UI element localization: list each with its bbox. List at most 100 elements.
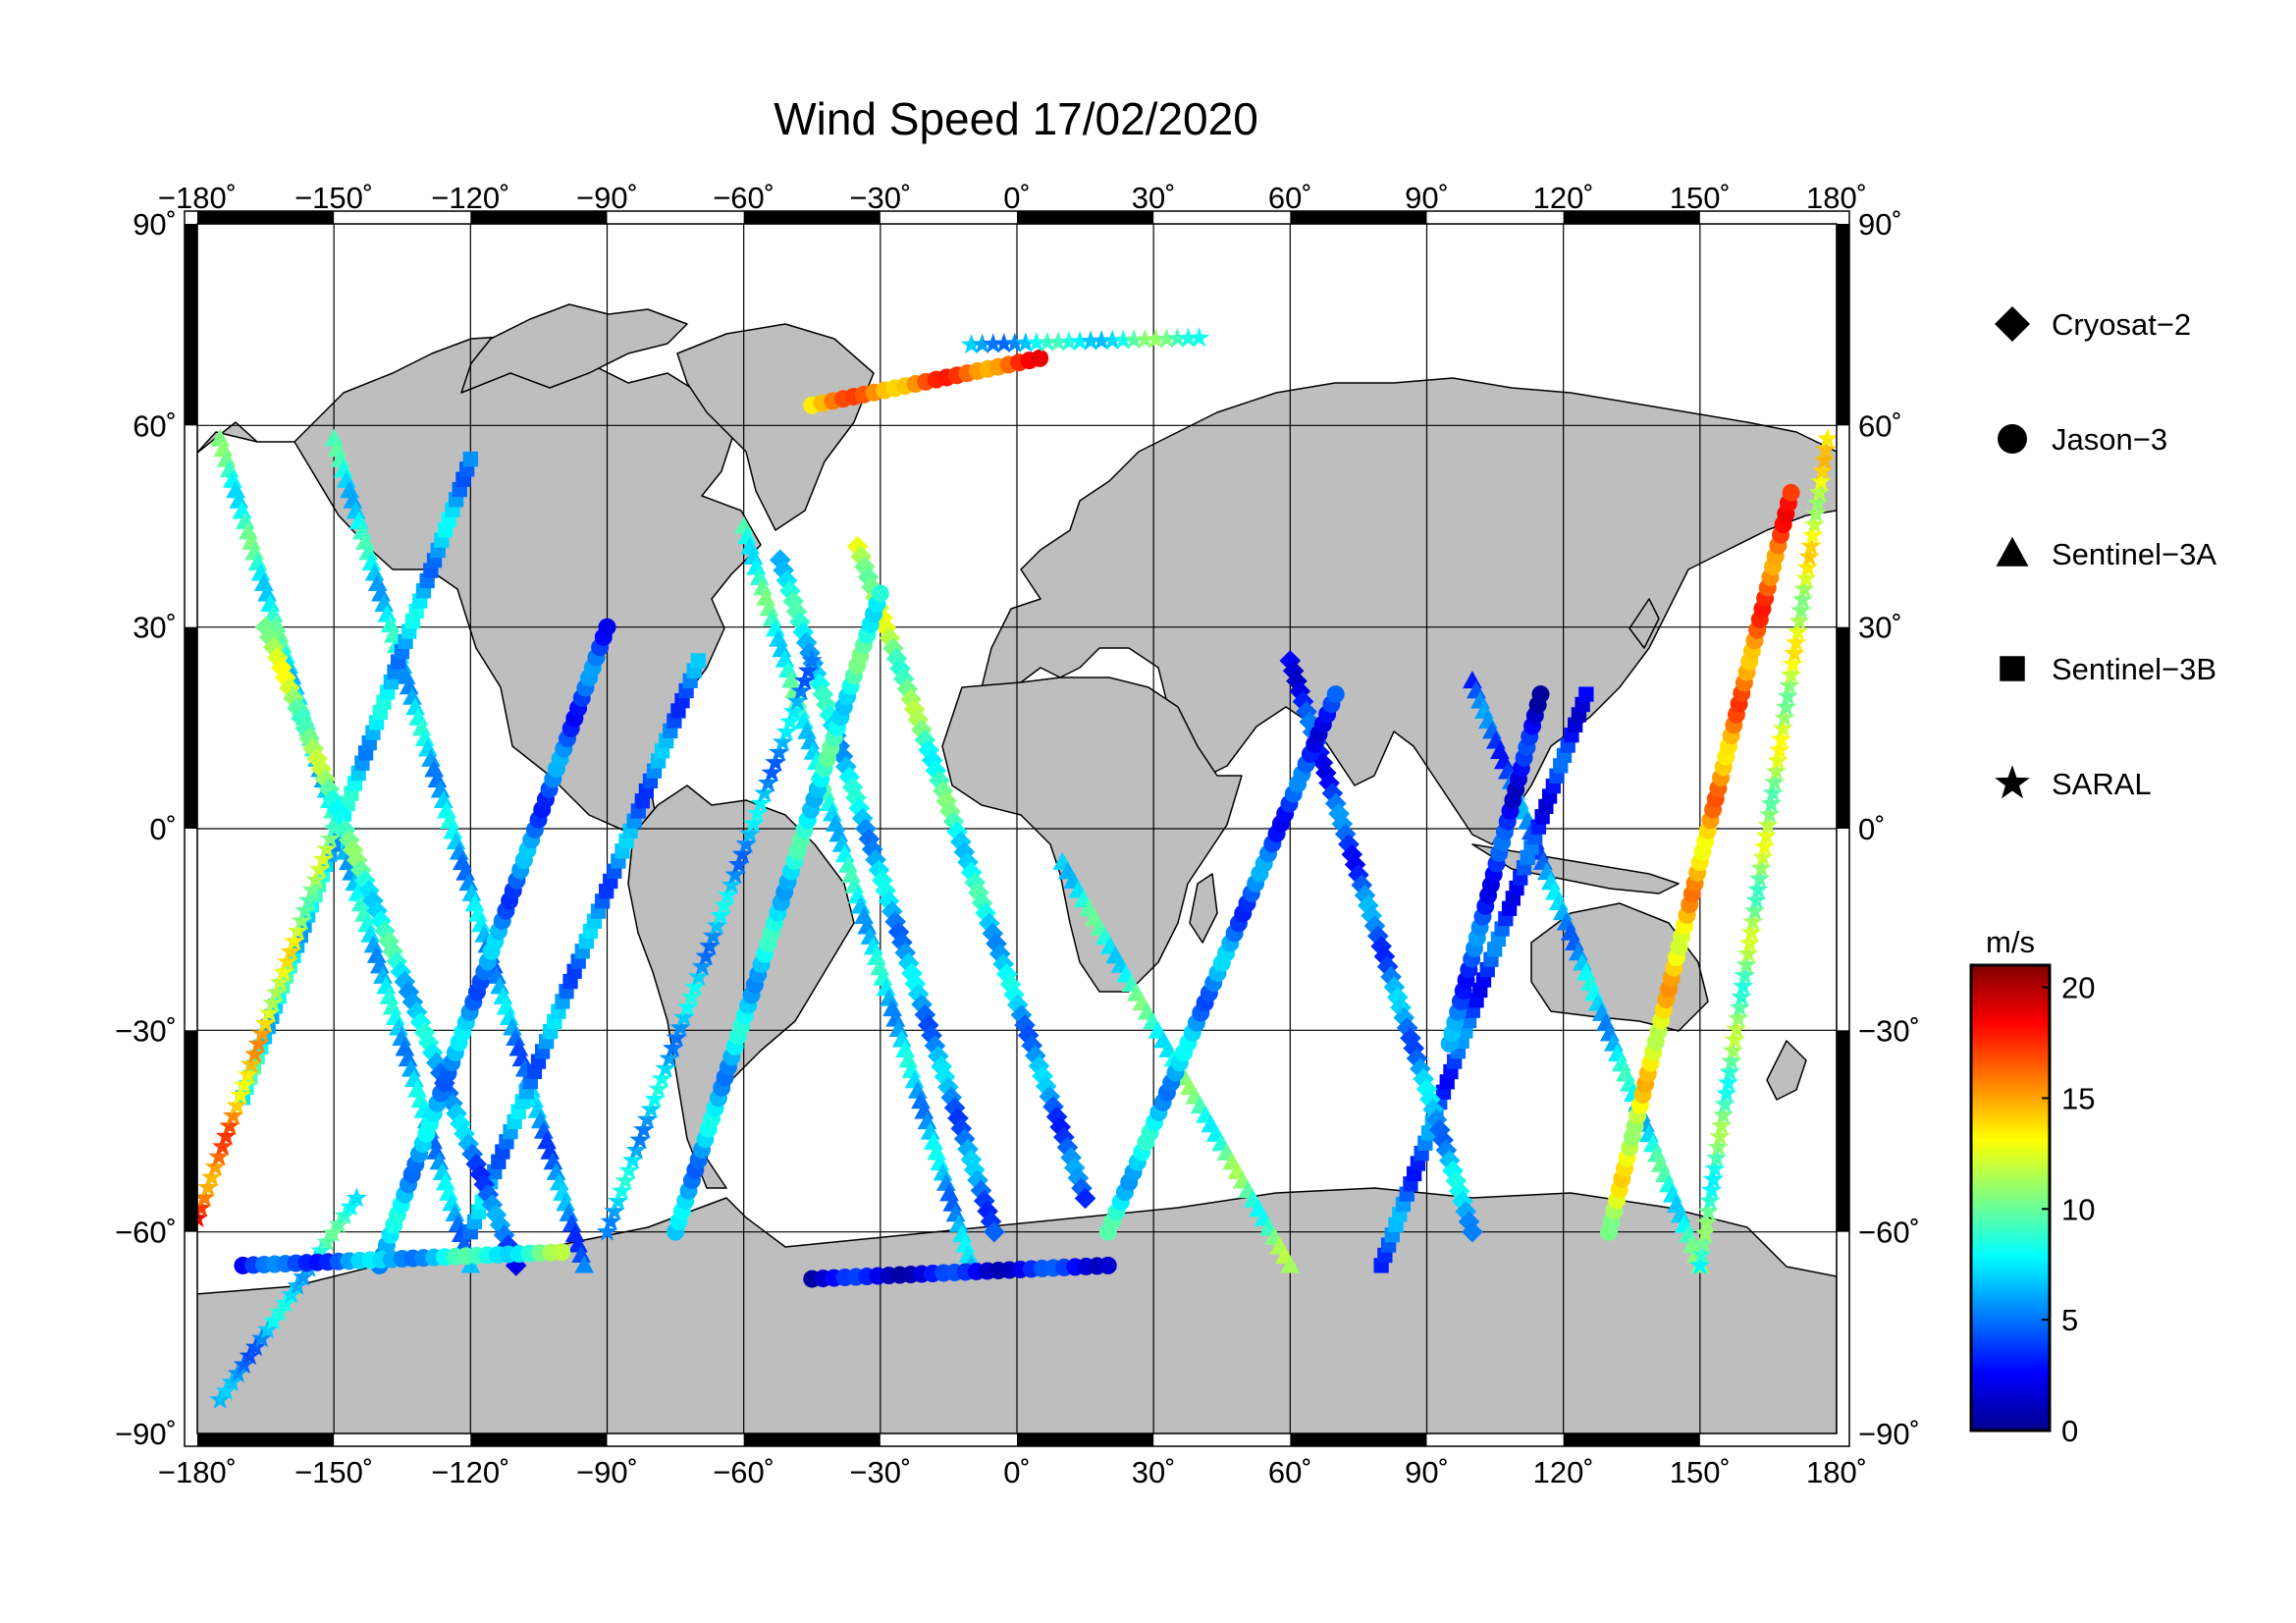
track-marker-star <box>1742 910 1764 932</box>
track-marker-triangle <box>257 583 277 602</box>
track-marker-diamond <box>258 626 281 648</box>
track-marker-diamond <box>1363 915 1386 937</box>
track-marker-star <box>297 889 320 910</box>
track-marker-diamond <box>968 882 989 904</box>
track-marker-triangle <box>253 572 274 591</box>
track-marker-diamond <box>855 818 877 839</box>
track-marker-triangle <box>774 649 795 668</box>
track-marker-star <box>633 1118 655 1139</box>
colorbar: m/s 20 15 10 5 0 <box>1969 925 2095 1448</box>
track-marker-diamond <box>1292 690 1314 713</box>
track-marker-diamond <box>914 729 936 751</box>
track-marker-triangle <box>797 721 817 739</box>
frame-segment-bottom <box>470 1434 608 1446</box>
track-marker-star <box>301 879 323 899</box>
track-marker-triangle <box>898 1050 919 1068</box>
track-marker-triangle <box>467 903 488 922</box>
track-marker-diamond <box>425 1052 448 1074</box>
legend-label: Jason−3 <box>2052 422 2167 457</box>
track-marker-triangle <box>537 1131 557 1150</box>
frame-segment-bottom <box>1017 1434 1154 1446</box>
track-marker-triangle <box>769 628 789 647</box>
track-marker-triangle <box>556 1193 576 1212</box>
track-marker-star <box>1786 631 1807 652</box>
track-marker-triangle <box>439 1182 458 1201</box>
track-marker-star <box>1793 577 1815 599</box>
track-marker-triangle <box>948 1214 969 1232</box>
track-marker-star <box>323 817 345 839</box>
track-marker-diamond <box>342 839 364 861</box>
track-marker-star <box>208 1146 230 1166</box>
track-marker-star <box>1706 1147 1728 1167</box>
track-marker-triangle <box>844 875 865 893</box>
track-marker-star <box>219 1114 240 1136</box>
track-marker-triangle <box>229 490 249 509</box>
track-marker-circle <box>1326 685 1345 704</box>
track-marker-triangle <box>904 1070 925 1089</box>
map-frame <box>184 210 1850 1447</box>
lon-tick-label-top: −180˚ <box>158 181 237 215</box>
track-marker-star <box>1775 696 1797 717</box>
track-marker-star <box>735 833 757 853</box>
track-marker-triangle <box>358 542 379 561</box>
track-marker-star <box>625 1139 647 1160</box>
track-marker-star <box>1123 329 1145 350</box>
track-marker-circle <box>1782 483 1800 502</box>
track-marker-star <box>1759 803 1781 824</box>
track-marker-star <box>1757 814 1779 835</box>
track-marker-triangle <box>424 759 445 778</box>
track-marker-diamond <box>792 622 815 643</box>
track-marker-star <box>1101 329 1123 351</box>
track-marker-star <box>1694 1221 1716 1243</box>
lon-tick-label-top: 60˚ <box>1268 181 1312 215</box>
track-marker-star <box>669 1016 691 1037</box>
track-marker-circle <box>1531 685 1550 704</box>
track-marker-diamond <box>1462 1220 1483 1243</box>
track-marker-diamond <box>1318 772 1340 794</box>
track-marker-triangle <box>421 748 441 767</box>
track-marker-star <box>1707 1136 1730 1157</box>
track-marker-star <box>779 711 801 731</box>
track-marker-star <box>1091 330 1112 351</box>
track-marker-diamond <box>394 971 416 993</box>
track-marker-star <box>1770 728 1792 749</box>
lon-tick-label-bottom: −30˚ <box>849 1455 911 1489</box>
track-marker-star <box>754 782 775 802</box>
track-marker-triangle <box>838 854 858 873</box>
track-marker-star <box>1767 749 1789 771</box>
track-marker-star <box>1760 792 1783 813</box>
lat-tick-label-right: −30˚ <box>1858 1013 1920 1048</box>
legend-diamond-icon <box>1995 306 2030 342</box>
track-marker-diamond <box>326 798 348 821</box>
track-marker-star <box>604 1200 625 1220</box>
track-marker-star <box>960 333 983 354</box>
lat-tick-label-left: 90˚ <box>133 207 177 242</box>
track-marker-triangle <box>487 965 507 984</box>
track-marker-triangle <box>263 604 284 622</box>
track-marker-star <box>251 1022 273 1043</box>
track-marker-triangle <box>355 531 375 550</box>
track-marker-triangle <box>854 906 874 925</box>
landmass-japan <box>1629 598 1660 649</box>
track-marker-diamond <box>469 1163 492 1185</box>
track-marker-triangle <box>232 501 252 519</box>
track-marker-triangle <box>749 567 770 585</box>
track-marker-triangle <box>471 914 491 933</box>
track-marker-star <box>276 950 298 971</box>
track-marker-star <box>655 1057 676 1078</box>
track-marker-star <box>1817 427 1837 449</box>
track-marker-triangle <box>559 1203 579 1221</box>
track-marker-triangle <box>414 728 435 746</box>
track-marker-square <box>462 451 478 467</box>
track-marker-star <box>1762 782 1784 802</box>
track-marker-diamond <box>978 912 1000 935</box>
track-marker-triangle <box>549 1172 569 1191</box>
track-marker-triangle <box>250 563 271 581</box>
track-marker-diamond <box>493 1224 515 1246</box>
track-marker-triangle <box>508 1038 529 1056</box>
track-marker-star <box>1747 879 1769 899</box>
track-marker-star <box>346 1187 368 1208</box>
track-marker-triangle <box>351 521 372 540</box>
track-marker-star <box>1748 868 1771 889</box>
